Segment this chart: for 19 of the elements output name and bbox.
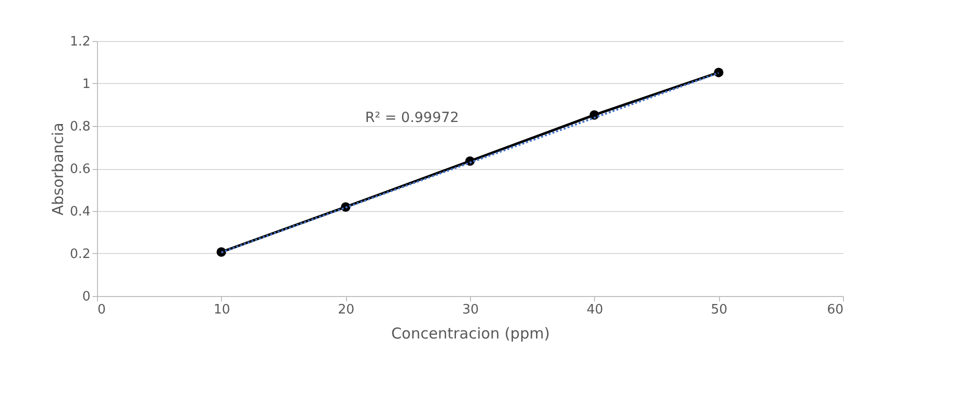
y-tick-label: 0 xyxy=(82,290,90,304)
y-tick-label: 0.4 xyxy=(70,204,90,220)
y-tick-label: 1 xyxy=(82,77,90,92)
x-tick-label: 0 xyxy=(98,302,106,318)
y-tick-label: 0.6 xyxy=(70,162,90,177)
y-tick-label: 0.8 xyxy=(70,120,90,134)
annotation: R² = 0.99972 xyxy=(365,110,459,126)
point xyxy=(714,68,724,78)
point xyxy=(216,247,226,257)
x-axis-title: Concentracion (ppm) xyxy=(391,324,550,342)
x-tick-label: 40 xyxy=(586,302,604,318)
x-tick-label: 50 xyxy=(710,302,728,318)
y-axis-title: Absorbancia xyxy=(48,122,67,216)
x-tick-label: 10 xyxy=(214,302,230,318)
y-tick-label: 0.2 xyxy=(70,247,90,262)
y-tick-label: 1.2 xyxy=(70,34,90,50)
x-tick-label: 20 xyxy=(338,302,354,318)
x-tick-label: 30 xyxy=(462,302,479,318)
x-tick-label: 60 xyxy=(826,302,844,318)
